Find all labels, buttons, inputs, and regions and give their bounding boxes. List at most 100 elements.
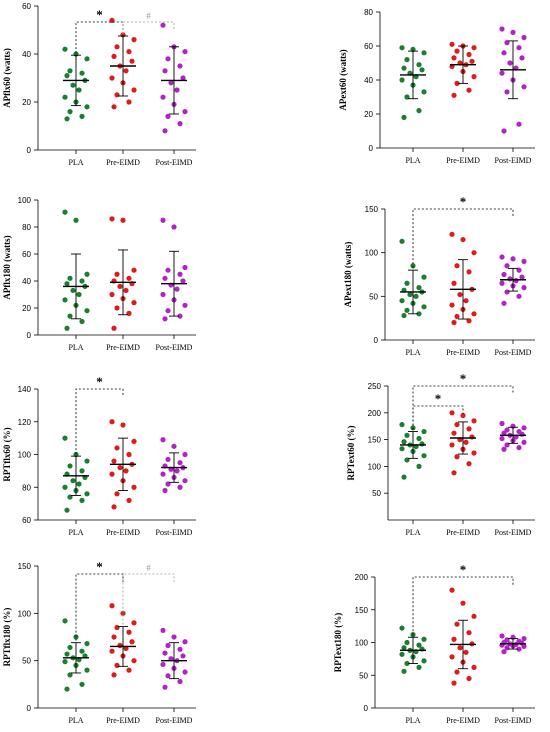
data-point [504,289,510,295]
data-point [84,56,90,62]
y-axis-label: RPTflx180 (%) [2,608,12,667]
data-point [131,300,137,306]
data-point [177,313,183,319]
y-tick-label: 0 [27,146,32,155]
data-point [510,256,516,262]
x-tick-label: PLA [68,528,83,537]
y-tick-label: 0 [374,336,379,345]
chart-panel-8: 0 50 100 150 200 PLA Pre-EIMD Post-EIMD RPText18… [333,562,535,725]
data-point [79,278,85,284]
y-tick-label: 50 [359,671,368,680]
data-point [180,653,186,659]
data-point [471,418,477,424]
data-point [126,99,132,105]
data-point [162,316,168,322]
data-point [466,269,472,275]
data-point [519,55,525,61]
data-point [62,659,68,665]
data-point [79,113,85,119]
data-point [521,425,527,431]
data-point [62,297,68,303]
y-tick-label: 100 [355,639,369,648]
data-point [399,421,405,428]
data-point [165,308,171,314]
data-point [451,319,457,326]
data-point [451,680,457,686]
y-tick-label: 100 [18,609,32,618]
data-point [454,263,460,269]
data-point [131,37,137,43]
significance-bracket [412,405,464,430]
data-point [129,639,135,645]
data-point [499,70,505,76]
data-point [123,468,129,474]
data-point [451,92,457,98]
data-point [454,621,460,627]
data-point [404,660,410,667]
data-point [401,114,407,120]
data-point [416,463,422,469]
x-tick-label: Post-EIMD [495,156,532,165]
data-point [126,629,132,635]
data-point [174,87,180,93]
data-point [421,89,427,95]
significance-bracket [122,21,175,34]
data-point [499,26,505,32]
data-point [123,287,129,294]
x-tick-label: Pre-EIMD [106,528,140,537]
data-point [84,458,90,464]
data-point [449,587,455,593]
data-point [131,658,137,664]
y-tick-label: 0 [27,331,32,340]
data-point [399,77,405,83]
data-point [449,410,455,416]
data-point [182,669,188,675]
data-point [499,254,505,260]
y-axis-label: APflx60 (watts) [2,48,12,108]
data-point [64,507,70,513]
data-point [519,274,525,280]
y-tick-label: 200 [355,573,369,582]
x-tick-label: PLA [405,716,420,725]
data-point [111,53,117,60]
data-point [177,484,183,490]
data-point [454,669,460,675]
y-tick-label: 50 [22,657,31,666]
chart-panel-6: 50 100 150 200 250 PLA Pre-EIMD Post-EIMD RPText… [346,371,535,537]
x-tick-label: Post-EIMD [495,348,532,357]
data-point [513,278,519,284]
data-point [62,484,68,490]
data-point [111,104,117,110]
data-point [399,298,405,304]
data-point [79,70,85,76]
y-tick-label: 100 [18,196,32,205]
data-point [114,92,120,98]
data-point [516,646,522,652]
data-point [109,291,115,298]
data-point [79,468,85,474]
data-point [521,439,527,445]
data-point [171,634,177,640]
y-axis-label: APext60 (watts) [338,49,348,110]
data-point [471,250,477,256]
data-point [413,293,419,299]
data-point [180,278,186,284]
data-point [416,285,422,291]
data-point [111,672,117,678]
data-point [67,463,73,469]
y-tick-label: 60 [22,2,31,11]
data-point [451,430,457,436]
data-point [131,484,137,490]
data-point [466,51,472,58]
data-point [501,300,507,306]
data-point [401,645,407,651]
data-point [117,465,123,471]
data-point [504,263,510,269]
data-point [168,80,174,86]
x-tick-label: Post-EIMD [495,528,532,537]
y-tick-label: 50 [369,292,378,301]
x-tick-label: PLA [405,528,420,537]
data-point [79,681,85,687]
data-point [64,281,70,287]
